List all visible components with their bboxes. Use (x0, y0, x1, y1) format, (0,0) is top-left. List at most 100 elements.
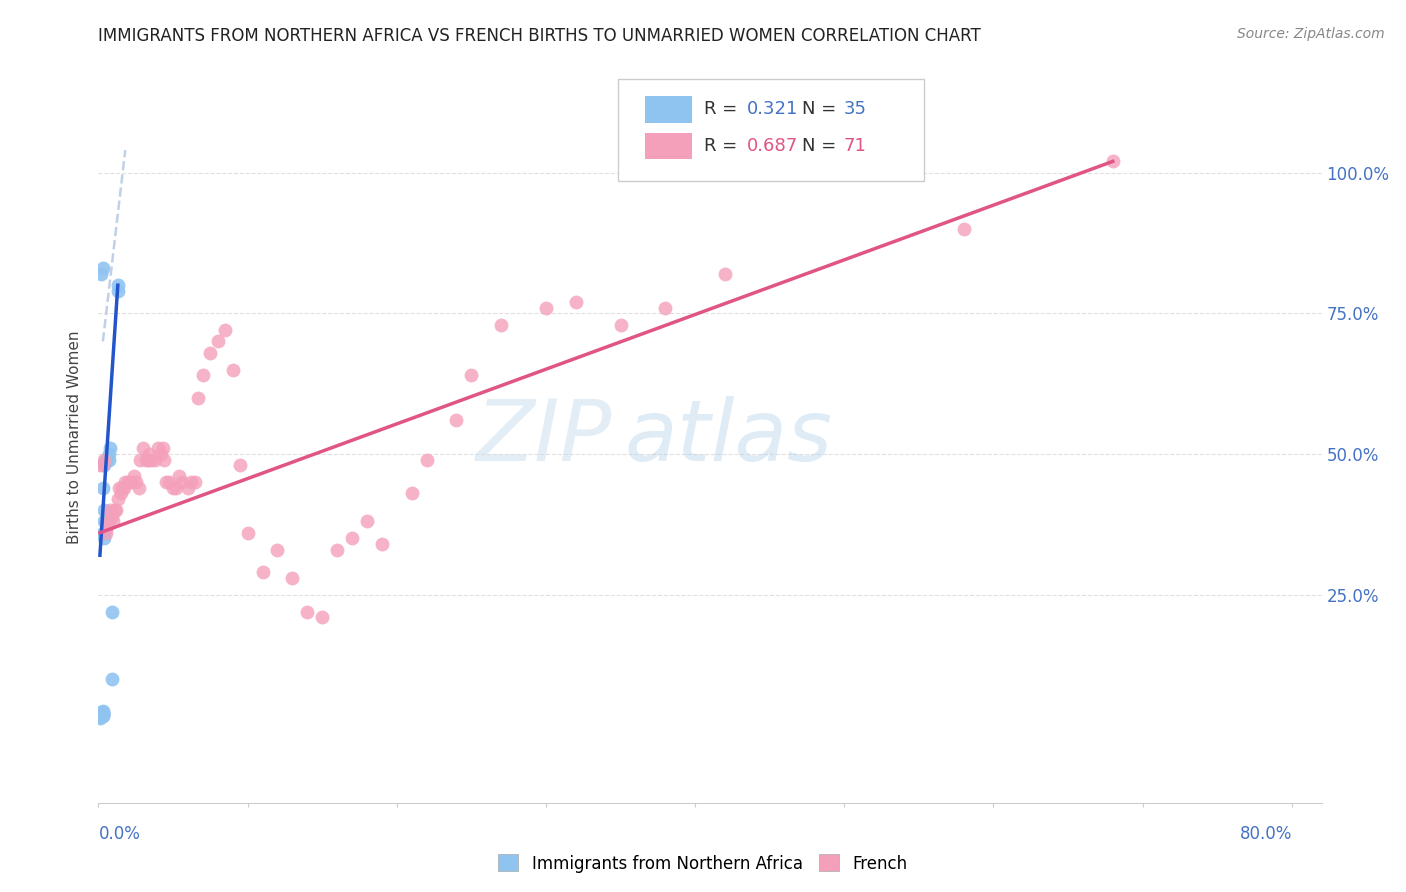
Point (371, 537, 394, 551)
Point (165, 481, 187, 495)
Text: 0.321: 0.321 (747, 101, 799, 119)
Point (108, 481, 131, 495)
Text: R =: R = (704, 137, 742, 155)
Point (132, 442, 155, 456)
Point (97, 447, 120, 461)
Point (112, 481, 135, 495)
Point (90, 706, 112, 721)
Point (200, 345, 222, 359)
Point (460, 368, 482, 383)
Point (91, 706, 114, 720)
Point (129, 452, 152, 467)
Point (326, 542, 349, 557)
Text: ZIP: ZIP (475, 395, 612, 479)
Point (229, 458, 252, 473)
Point (107, 278, 129, 293)
Point (97, 452, 120, 467)
Point (91, 458, 114, 473)
Point (93, 503, 115, 517)
Point (90, 705, 112, 719)
Point (214, 323, 236, 337)
Point (236, 525, 259, 540)
Point (90, 267, 112, 281)
Point (138, 447, 160, 461)
Point (107, 491, 129, 506)
Point (94, 452, 117, 467)
Point (91, 261, 114, 276)
Text: Source: ZipAtlas.com: Source: ZipAtlas.com (1237, 27, 1385, 41)
Point (91, 481, 114, 495)
Point (401, 486, 423, 500)
Point (135, 452, 157, 467)
Point (101, 672, 124, 686)
Text: 35: 35 (844, 101, 866, 119)
Point (98, 503, 121, 517)
Point (184, 475, 207, 489)
Point (340, 532, 363, 546)
Text: 80.0%: 80.0% (1240, 825, 1292, 843)
Point (415, 452, 437, 467)
Point (90, 706, 112, 721)
Y-axis label: Births to Unmarried Women: Births to Unmarried Women (67, 330, 83, 544)
Point (207, 334, 229, 349)
Point (93, 525, 115, 540)
Point (91, 706, 114, 721)
Point (714, 267, 737, 281)
Point (111, 481, 134, 495)
Point (167, 469, 190, 483)
Point (90, 706, 112, 720)
Point (117, 475, 139, 489)
Point (952, 222, 974, 236)
Point (356, 515, 378, 529)
Point (146, 442, 169, 456)
Point (93, 515, 115, 529)
Text: 71: 71 (844, 137, 866, 155)
Point (89, 458, 111, 473)
Point (177, 481, 200, 495)
Point (97, 515, 120, 529)
Legend: Immigrants from Northern Africa, French: Immigrants from Northern Africa, French (492, 847, 914, 880)
Point (170, 475, 193, 489)
Point (105, 503, 128, 517)
Text: 0.0%: 0.0% (98, 825, 141, 843)
Text: IMMIGRANTS FROM NORTHERN AFRICA VS FRENCH BIRTHS TO UNMARRIED WOMEN CORRELATION : IMMIGRANTS FROM NORTHERN AFRICA VS FRENC… (98, 27, 981, 45)
Point (91, 525, 114, 540)
Point (128, 481, 150, 495)
Point (162, 481, 184, 495)
Point (1101, 154, 1123, 169)
Point (94, 525, 117, 540)
Point (89, 711, 111, 725)
Point (150, 447, 173, 461)
Point (90, 709, 112, 723)
FancyBboxPatch shape (645, 96, 692, 122)
Point (187, 391, 209, 405)
Point (101, 605, 124, 619)
Point (609, 318, 631, 332)
Point (281, 571, 304, 585)
Point (153, 452, 176, 467)
Text: N =: N = (801, 101, 842, 119)
Point (110, 486, 132, 500)
Text: 0.687: 0.687 (747, 137, 799, 155)
Point (94, 515, 117, 529)
Point (91, 704, 114, 718)
Text: R =: R = (704, 101, 742, 119)
Point (104, 503, 127, 517)
FancyBboxPatch shape (619, 78, 924, 181)
Point (122, 469, 145, 483)
Point (96, 520, 118, 534)
Point (93, 532, 115, 546)
Point (191, 368, 214, 383)
Point (446, 413, 468, 427)
Text: atlas: atlas (624, 395, 832, 479)
Point (252, 565, 274, 579)
Point (103, 515, 125, 529)
Point (89, 708, 111, 723)
Point (91, 706, 114, 720)
Point (93, 458, 115, 473)
Point (101, 508, 124, 523)
Point (120, 475, 142, 489)
Point (221, 362, 243, 376)
Point (155, 475, 177, 489)
Point (297, 605, 319, 619)
